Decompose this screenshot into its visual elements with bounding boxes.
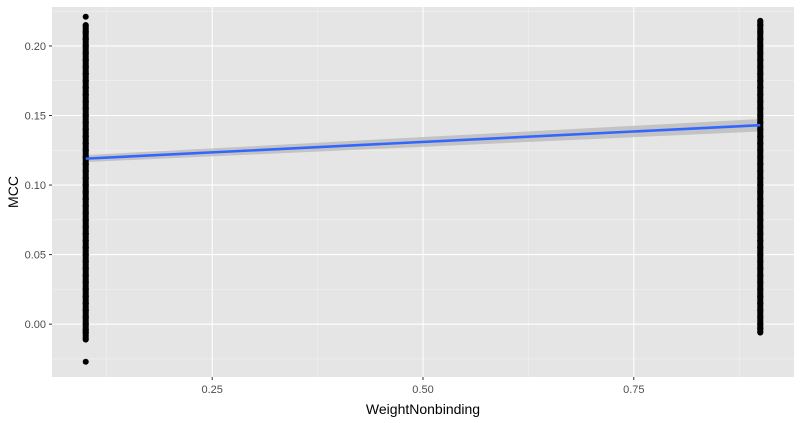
fit-line-layer [85, 123, 761, 160]
x-axis: 0.25 0.50 0.75 [201, 377, 645, 396]
y-axis: 0.00 0.05 0.10 0.15 0.20 [25, 41, 52, 331]
x-tick-label: 0.25 [201, 384, 222, 396]
y-tick-label: 0.15 [25, 110, 46, 122]
y-tick-label: 0.05 [25, 250, 46, 262]
y-axis-title: MCC [5, 176, 21, 208]
y-tick-label: 0.10 [25, 180, 46, 192]
x-axis-title: WeightNonbinding [366, 401, 480, 417]
scatter-point [82, 13, 89, 20]
regression-line [85, 123, 761, 160]
x-tick-label: 0.50 [412, 384, 433, 396]
grid-major [52, 7, 794, 377]
points-layer [82, 13, 764, 365]
scatter-point [82, 358, 89, 365]
y-tick-label: 0.00 [25, 319, 46, 331]
y-tick-label: 0.20 [25, 41, 46, 53]
x-tick-label: 0.75 [623, 384, 644, 396]
